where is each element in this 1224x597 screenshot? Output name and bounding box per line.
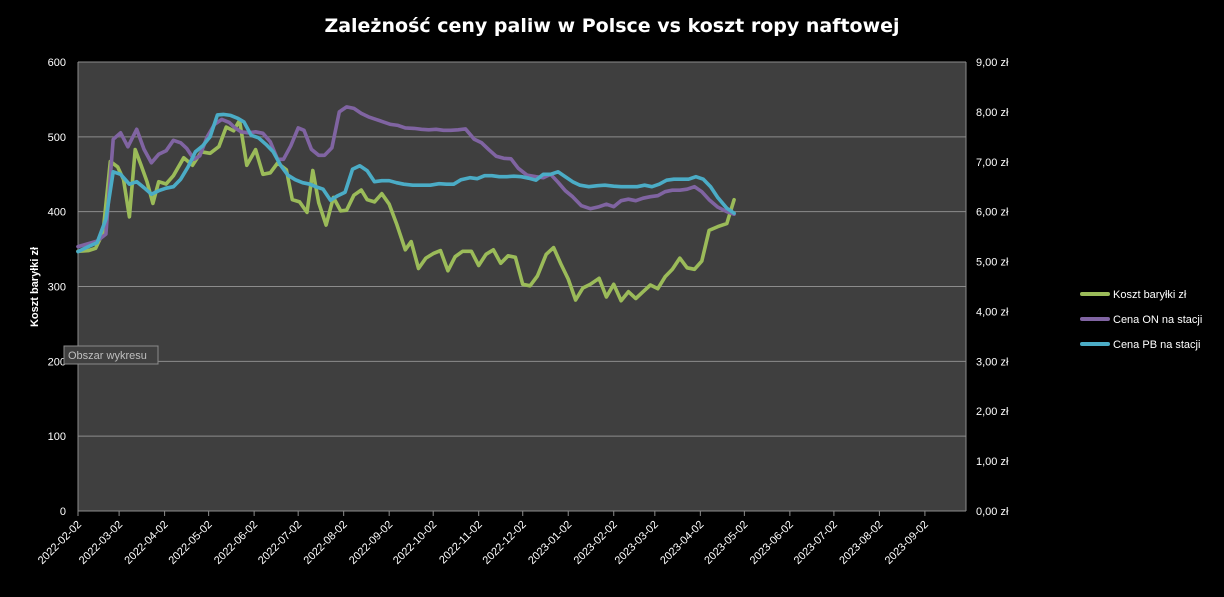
y-axis-right: 0,00 zł 1,00 zł 2,00 zł 3,00 zł 4,00 zł 5,00 …	[965, 57, 1009, 518]
series-line	[76, 112, 736, 254]
y-right-tick-label: 8,00 zł	[976, 107, 1009, 119]
y-right-tick-label: 5,00 zł	[976, 257, 1009, 269]
y-left-tick-label: 400	[48, 207, 66, 219]
y-axis-left: 0 100 200 300 400 500 600	[48, 57, 79, 518]
y-left-tick-label: 200	[48, 356, 66, 368]
series-lines	[76, 105, 736, 303]
chart-title: Zależność ceny paliw w Polsce vs koszt r…	[324, 15, 899, 37]
legend-label: Cena ON na stacji	[1113, 314, 1202, 326]
y-left-tick-label: 300	[48, 282, 66, 294]
y-right-tick-label: 0,00 zł	[976, 506, 1009, 518]
tooltip: Obszar wykresu	[63, 345, 159, 365]
y-left-tick-label: 0	[60, 506, 66, 518]
grid-lines	[78, 61, 966, 437]
series-line	[76, 105, 736, 249]
legend-label: Koszt baryłki zł	[1113, 289, 1187, 301]
tooltip-label: Obszar wykresu	[68, 350, 147, 362]
y-left-tick-label: 100	[48, 431, 66, 443]
y-right-tick-label: 1,00 zł	[976, 456, 1009, 468]
y-left-tick-label: 500	[48, 132, 66, 144]
legend[interactable]: Koszt baryłki zł Cena ON na stacji Cena PB…	[1080, 289, 1202, 351]
y-axis-left-title: Koszt baryłki zł	[29, 247, 41, 327]
y-right-tick-label: 6,00 zł	[976, 207, 1009, 219]
y-right-tick-label: 3,00 zł	[976, 356, 1009, 368]
y-right-tick-label: 9,00 zł	[976, 57, 1009, 69]
y-right-tick-label: 7,00 zł	[976, 157, 1009, 169]
series-line	[76, 118, 736, 303]
y-left-tick-label: 600	[48, 57, 66, 69]
legend-label: Cena PB na stacji	[1113, 339, 1200, 351]
y-right-tick-label: 2,00 zł	[976, 406, 1009, 418]
y-right-tick-label: 4,00 zł	[976, 306, 1009, 318]
tooltip-box	[63, 345, 159, 365]
